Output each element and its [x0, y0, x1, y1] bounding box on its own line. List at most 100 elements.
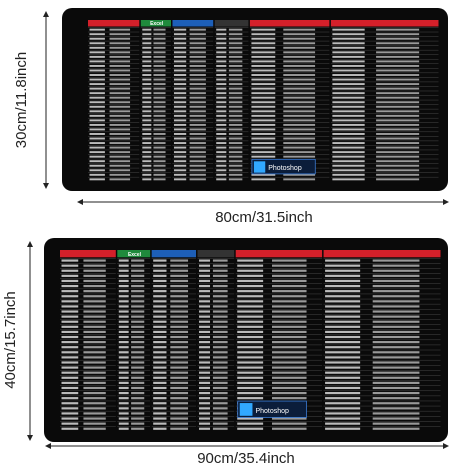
cell-text [118, 397, 129, 400]
cell-text [251, 128, 276, 131]
cell-text [228, 133, 243, 135]
cell-text [83, 346, 106, 349]
cell-text [173, 55, 187, 58]
cell-text [325, 417, 361, 420]
cell-text [118, 284, 129, 288]
cell-text [325, 386, 361, 390]
logo-label: Photoshop [255, 408, 289, 415]
cell-text [376, 142, 420, 145]
cell-text [131, 279, 145, 283]
cell-text [216, 119, 227, 122]
cell-text [332, 96, 365, 99]
cell-text [376, 164, 420, 167]
cell-text [216, 178, 227, 181]
cell-text [189, 55, 206, 58]
cell-text [131, 320, 145, 323]
cell-text [216, 110, 227, 113]
cell-text [118, 335, 129, 339]
cell-text [228, 74, 243, 76]
cell-text [216, 146, 227, 149]
cell-text [199, 361, 211, 364]
cell-text [142, 151, 152, 154]
cell-text [153, 356, 167, 359]
cell-text [212, 335, 228, 339]
cell-text [83, 264, 106, 267]
section-header [214, 20, 249, 27]
cell-text [216, 83, 227, 86]
cell-text [153, 33, 166, 36]
cell-text [170, 325, 189, 328]
cell-text [83, 310, 106, 313]
cell-text [173, 42, 187, 45]
cell-text [199, 284, 211, 288]
cell-text [376, 137, 420, 140]
cell-text [170, 391, 189, 395]
cell-text [251, 155, 276, 158]
cell-text [131, 341, 145, 344]
cell-text [109, 78, 131, 81]
cell-text [376, 83, 420, 86]
cell-text [83, 402, 106, 405]
cell-text [216, 169, 227, 172]
cell-text [372, 279, 420, 283]
cell-text [170, 346, 189, 349]
cell-text [61, 320, 79, 323]
cell-text [170, 407, 189, 410]
cell-text [283, 74, 316, 76]
cell-text [372, 356, 420, 359]
logo-box [237, 400, 307, 418]
cell-text [131, 335, 145, 339]
cell-text [216, 42, 227, 45]
cell-text [216, 87, 227, 90]
cell-text [251, 33, 276, 36]
cell-text [83, 407, 106, 410]
cell-text [83, 290, 106, 293]
cell-text [189, 96, 206, 99]
cell-text [109, 51, 131, 54]
cell-text [61, 274, 79, 277]
cell-text [118, 371, 129, 374]
cell-text [376, 155, 420, 158]
cell-text [372, 305, 420, 308]
cell-text [228, 55, 243, 58]
cell-text [283, 128, 316, 131]
cell-text [83, 351, 106, 354]
cell-text [89, 69, 105, 72]
cell-text [83, 325, 106, 328]
cell-text [173, 133, 187, 135]
cell-text [212, 351, 228, 354]
cell-text [283, 42, 316, 45]
cell-text [228, 142, 243, 145]
cell-text [89, 164, 105, 167]
cell-text [189, 164, 206, 167]
cell-text [142, 42, 152, 45]
cell-text [83, 300, 106, 303]
cell-text [237, 376, 264, 379]
cell-text [199, 290, 211, 293]
cell-text [199, 351, 211, 354]
cell-text [271, 325, 307, 328]
cell-text [153, 305, 167, 308]
cell-text [216, 74, 227, 76]
cell-text [376, 101, 420, 104]
cell-text [131, 269, 145, 272]
cell-text [283, 110, 316, 113]
logo-box [251, 158, 316, 175]
cell-text [83, 422, 106, 425]
cell-text [212, 269, 228, 272]
cell-text [61, 361, 79, 364]
cell-text [372, 397, 420, 400]
cell-text [142, 33, 152, 36]
cell-text [142, 146, 152, 149]
cell-text [216, 46, 227, 49]
cell-text [109, 28, 131, 31]
cell-text [189, 92, 206, 95]
cell-text [142, 78, 152, 81]
section-header [140, 20, 171, 27]
cell-text [212, 371, 228, 374]
cell-text [251, 69, 276, 72]
cell-text [61, 412, 79, 415]
cell-text [170, 356, 189, 359]
cell-text [118, 279, 129, 283]
cell-text [237, 356, 264, 359]
